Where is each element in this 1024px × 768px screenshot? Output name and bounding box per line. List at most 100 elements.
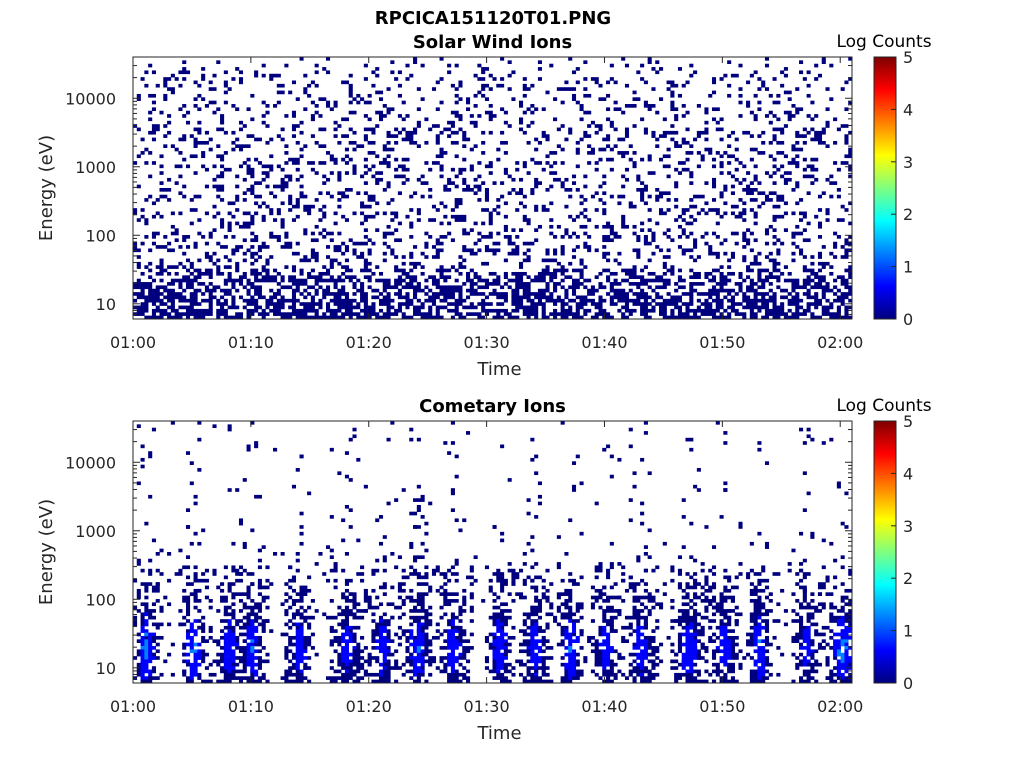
- heatmap-cell: [409, 194, 414, 199]
- heatmap-cell: [655, 70, 660, 75]
- heatmap-cell: [386, 181, 391, 185]
- heatmap-cell: [764, 461, 770, 465]
- heatmap-cell: [299, 669, 304, 674]
- heatmap-cell: [352, 248, 357, 253]
- heatmap-cell: [545, 285, 550, 290]
- heatmap-cell: [643, 298, 648, 303]
- heatmap-cell: [208, 288, 213, 293]
- heatmap-cell: [291, 110, 297, 115]
- heatmap-cell: [235, 578, 240, 583]
- heatmap-cell: [140, 662, 145, 667]
- heatmap-cell: [310, 285, 315, 290]
- heatmap-cell: [711, 312, 717, 316]
- heatmap-cell: [261, 164, 266, 169]
- heatmap-cell: [609, 315, 614, 320]
- heatmap-cell: [299, 659, 304, 664]
- heatmap-cell: [333, 127, 338, 132]
- heatmap-cell: [515, 208, 520, 212]
- heatmap-cell: [216, 184, 221, 189]
- heatmap-cell: [844, 208, 849, 212]
- heatmap-cell: [265, 184, 270, 189]
- heatmap-cell: [670, 80, 675, 85]
- heatmap-cell: [507, 642, 512, 647]
- heatmap-cell: [397, 305, 402, 310]
- heatmap-cell: [590, 288, 595, 293]
- heatmap-cell: [223, 80, 228, 85]
- heatmap-cell: [140, 444, 145, 449]
- heatmap-cell: [220, 582, 225, 586]
- heatmap-cell: [730, 288, 735, 293]
- heatmap-cell: [742, 255, 747, 259]
- heatmap-cell: [299, 531, 304, 536]
- heatmap-cell: [469, 164, 474, 169]
- heatmap-cell: [295, 214, 300, 219]
- heatmap-cell: [749, 298, 754, 303]
- heatmap-cell: [280, 137, 285, 142]
- heatmap-cell: [318, 271, 323, 276]
- heatmap-cell: [764, 228, 770, 232]
- heatmap-cell: [367, 167, 372, 172]
- heatmap-cell: [178, 83, 183, 88]
- heatmap-cell: [178, 211, 183, 216]
- heatmap-cell: [254, 298, 259, 303]
- heatmap-cell: [700, 157, 705, 162]
- heatmap-cell: [780, 312, 785, 316]
- heatmap-cell: [276, 298, 281, 303]
- heatmap-cell: [590, 77, 595, 81]
- heatmap-cell: [303, 315, 308, 320]
- heatmap-cell: [587, 639, 592, 643]
- heatmap-cell: [148, 639, 153, 643]
- heatmap-cell: [420, 575, 425, 580]
- heatmap-cell: [390, 198, 395, 202]
- heatmap-cell: [655, 198, 660, 202]
- heatmap-cell: [235, 572, 240, 576]
- heatmap-cell: [352, 312, 357, 316]
- heatmap-cell: [325, 615, 331, 620]
- heatmap-cell: [545, 265, 550, 269]
- heatmap-cell: [356, 659, 361, 664]
- heatmap-cell: [742, 201, 747, 206]
- heatmap-cell: [454, 278, 459, 283]
- heatmap-cell: [481, 130, 486, 135]
- heatmap-cell: [223, 646, 228, 650]
- heatmap-cell: [708, 278, 713, 283]
- colorbar-tick-label: 1: [903, 258, 913, 277]
- heatmap-cell: [367, 251, 372, 256]
- heatmap-cell: [511, 315, 516, 320]
- heatmap-cell: [238, 592, 244, 596]
- heatmap-cell: [394, 157, 399, 162]
- heatmap-cell: [795, 295, 800, 300]
- heatmap-cell: [288, 245, 293, 249]
- heatmap-cell: [238, 659, 244, 664]
- heatmap-cell: [836, 127, 841, 132]
- heatmap-cell: [371, 140, 376, 145]
- heatmap-cell: [159, 609, 164, 613]
- heatmap-cell: [522, 271, 527, 276]
- heatmap-cell: [821, 285, 826, 290]
- heatmap-cell: [144, 639, 149, 643]
- heatmap-cell: [473, 275, 478, 279]
- heatmap-cell: [295, 568, 300, 573]
- heatmap-cell: [178, 164, 183, 169]
- heatmap-cell: [265, 104, 270, 108]
- heatmap-cell: [640, 511, 645, 516]
- heatmap-cell: [140, 241, 145, 246]
- heatmap-cell: [647, 171, 652, 175]
- heatmap-cell: [250, 582, 255, 586]
- heatmap-cell: [503, 224, 508, 229]
- heatmap-cell: [681, 312, 686, 316]
- heatmap-cell: [197, 271, 202, 276]
- heatmap-cell: [428, 275, 433, 279]
- heatmap-cell: [371, 198, 376, 202]
- heatmap-cell: [647, 228, 652, 232]
- heatmap-cell: [662, 117, 667, 122]
- heatmap-cell: [295, 659, 300, 664]
- heatmap-cell: [276, 134, 281, 138]
- heatmap-cell: [269, 582, 274, 586]
- heatmap-cell: [284, 312, 289, 316]
- heatmap-cell: [318, 127, 323, 132]
- heatmap-cell: [799, 70, 804, 75]
- heatmap-cell: [439, 241, 444, 246]
- heatmap-cell: [140, 292, 145, 296]
